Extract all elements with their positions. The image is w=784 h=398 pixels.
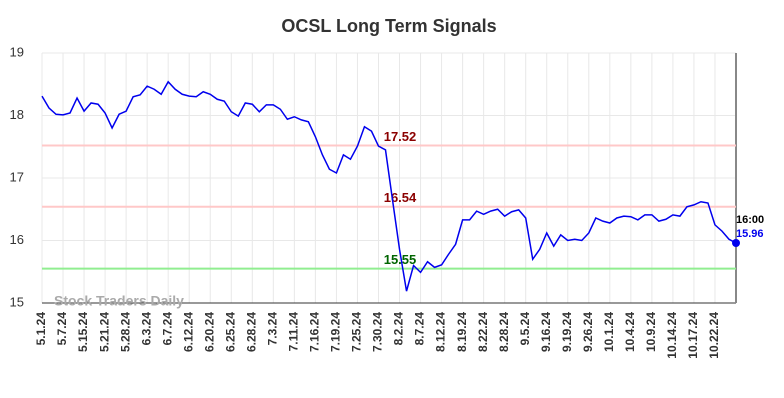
last-value: 15.96 (736, 228, 764, 240)
x-tick-label: 8.22.24 (476, 312, 490, 352)
last-point (732, 239, 740, 247)
x-tick-label: 6.7.24 (160, 312, 174, 346)
signal-label: 17.52 (384, 129, 417, 144)
x-tick-label: 9.19.24 (560, 312, 574, 352)
x-tick-label: 7.19.24 (329, 312, 343, 352)
x-tick-label: 10.1.24 (602, 312, 616, 352)
signal-label: 16.54 (384, 190, 417, 205)
x-tick-label: 8.28.24 (497, 312, 511, 352)
watermark: Stock Traders Daily (54, 293, 184, 309)
x-tick-label: 9.26.24 (581, 312, 595, 352)
x-tick-label: 8.12.24 (434, 312, 448, 352)
x-tick-label: 8.19.24 (455, 312, 469, 352)
x-tick-label: 7.25.24 (350, 312, 364, 352)
last-time: 16:00 (736, 214, 764, 226)
x-tick-label: 5.21.24 (97, 312, 111, 352)
signal-label: 15.55 (384, 252, 417, 267)
y-tick-label: 19 (10, 44, 24, 59)
x-tick-label: 10.14.24 (665, 312, 679, 359)
chart-title: OCSL Long Term Signals (281, 16, 496, 36)
x-tick-label: 9.16.24 (539, 312, 553, 352)
x-tick-label: 7.11.24 (287, 312, 301, 352)
y-tick-label: 17 (10, 169, 24, 184)
x-tick-label: 6.12.24 (181, 312, 195, 352)
y-tick-label: 18 (10, 107, 24, 122)
x-tick-label: 5.7.24 (55, 312, 69, 346)
x-tick-label: 10.9.24 (644, 312, 658, 352)
x-tick-label: 10.22.24 (707, 312, 721, 359)
x-tick-label: 10.17.24 (686, 312, 700, 359)
x-tick-label: 7.30.24 (371, 312, 385, 352)
x-tick-label: 6.25.24 (223, 312, 237, 352)
x-tick-label: 6.3.24 (139, 312, 153, 346)
x-tick-label: 10.4.24 (623, 312, 637, 352)
x-tick-label: 8.7.24 (413, 312, 427, 346)
x-tick-label: 7.16.24 (308, 312, 322, 352)
x-tick-label: 6.28.24 (244, 312, 258, 352)
y-tick-label: 16 (10, 232, 24, 247)
price-line (41, 80, 737, 292)
x-tick-label: 5.1.24 (34, 312, 48, 346)
y-tick-label: 15 (10, 294, 24, 309)
x-tick-label: 6.20.24 (202, 312, 216, 352)
x-tick-label: 8.2.24 (392, 312, 406, 346)
x-tick-label: 5.15.24 (76, 312, 90, 352)
x-tick-label: 7.3.24 (266, 312, 280, 346)
x-tick-label: 5.28.24 (118, 312, 132, 352)
x-tick-label: 9.5.24 (518, 312, 532, 346)
